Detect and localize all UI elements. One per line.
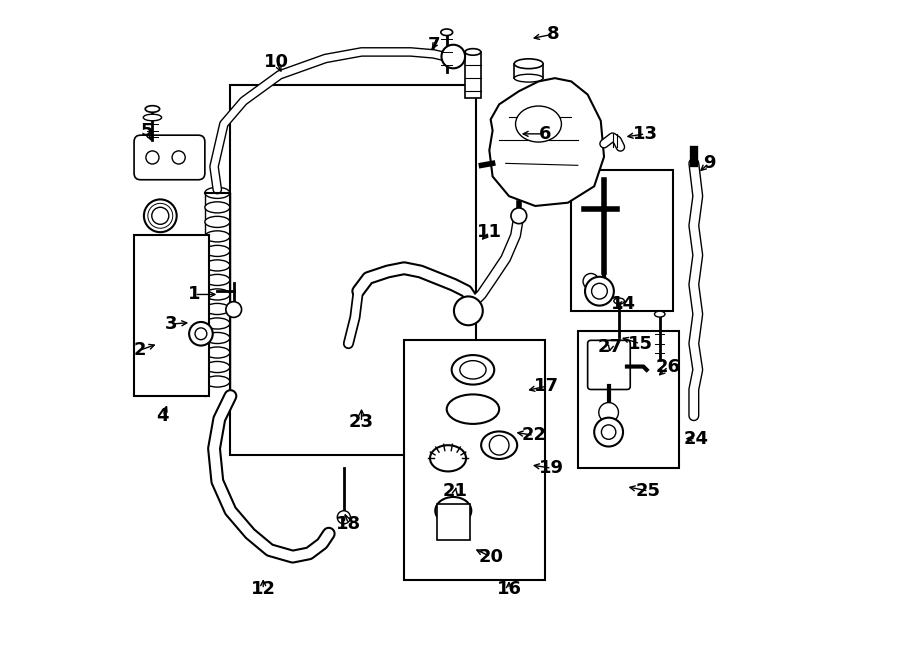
Text: 5: 5 [141, 122, 153, 139]
Text: 23: 23 [349, 413, 374, 431]
Ellipse shape [205, 362, 230, 373]
Circle shape [601, 425, 616, 440]
Ellipse shape [482, 432, 517, 459]
Ellipse shape [205, 289, 230, 300]
Circle shape [585, 277, 614, 305]
Ellipse shape [452, 355, 494, 385]
Ellipse shape [514, 59, 543, 69]
Circle shape [442, 45, 465, 68]
Text: 24: 24 [683, 430, 708, 447]
Circle shape [144, 200, 176, 232]
Text: 8: 8 [546, 25, 559, 43]
Circle shape [594, 418, 623, 447]
Text: 12: 12 [251, 580, 275, 598]
Ellipse shape [446, 395, 500, 424]
FancyBboxPatch shape [134, 136, 205, 180]
Text: 14: 14 [611, 295, 636, 313]
Circle shape [195, 328, 207, 340]
Circle shape [511, 208, 526, 223]
Ellipse shape [614, 298, 625, 304]
Bar [230, 85, 476, 455]
Ellipse shape [205, 260, 230, 271]
Circle shape [338, 511, 350, 524]
Circle shape [146, 151, 159, 164]
Circle shape [454, 296, 482, 325]
Bar [404, 340, 545, 580]
Text: 9: 9 [703, 155, 716, 173]
Ellipse shape [516, 106, 562, 142]
Polygon shape [490, 78, 604, 206]
Ellipse shape [205, 318, 230, 329]
Ellipse shape [654, 311, 665, 317]
Text: 21: 21 [443, 482, 468, 500]
Text: 10: 10 [264, 53, 289, 71]
Text: 22: 22 [521, 426, 546, 444]
Ellipse shape [205, 231, 230, 242]
Ellipse shape [205, 245, 230, 256]
Circle shape [490, 436, 509, 455]
Text: 11: 11 [477, 223, 502, 241]
Circle shape [591, 284, 608, 299]
Bar [514, 63, 543, 78]
Ellipse shape [465, 49, 481, 56]
Ellipse shape [205, 216, 230, 227]
Text: 16: 16 [497, 580, 521, 598]
Circle shape [172, 151, 185, 164]
Text: 19: 19 [539, 459, 564, 477]
Ellipse shape [460, 361, 486, 379]
Text: 20: 20 [478, 547, 503, 566]
Text: 7: 7 [428, 36, 440, 54]
Ellipse shape [205, 303, 230, 315]
Circle shape [189, 322, 212, 346]
Ellipse shape [205, 332, 230, 344]
Text: 13: 13 [633, 125, 658, 143]
Text: 3: 3 [166, 315, 177, 333]
Text: 4: 4 [157, 407, 169, 425]
Ellipse shape [430, 446, 466, 471]
Circle shape [152, 208, 169, 224]
Ellipse shape [436, 497, 472, 525]
Bar [436, 504, 470, 540]
FancyBboxPatch shape [588, 340, 630, 389]
Text: 1: 1 [188, 286, 201, 303]
Ellipse shape [205, 347, 230, 358]
Bar [134, 235, 210, 396]
Circle shape [226, 301, 241, 317]
Ellipse shape [145, 106, 159, 112]
Ellipse shape [143, 114, 162, 121]
Bar [572, 170, 673, 311]
Text: 27: 27 [598, 338, 623, 356]
Text: 15: 15 [627, 334, 652, 352]
Circle shape [583, 274, 599, 290]
Text: 26: 26 [656, 358, 680, 375]
Text: 25: 25 [636, 482, 662, 500]
Text: 18: 18 [336, 515, 361, 533]
Ellipse shape [441, 29, 453, 36]
Bar [578, 330, 680, 468]
Circle shape [598, 403, 618, 422]
Ellipse shape [514, 74, 543, 82]
Ellipse shape [205, 274, 230, 286]
Ellipse shape [205, 187, 230, 198]
Text: 6: 6 [539, 125, 552, 143]
Text: 2: 2 [134, 341, 146, 359]
Text: 17: 17 [534, 377, 559, 395]
Ellipse shape [205, 376, 230, 387]
Ellipse shape [205, 202, 230, 213]
Bar [465, 52, 481, 98]
